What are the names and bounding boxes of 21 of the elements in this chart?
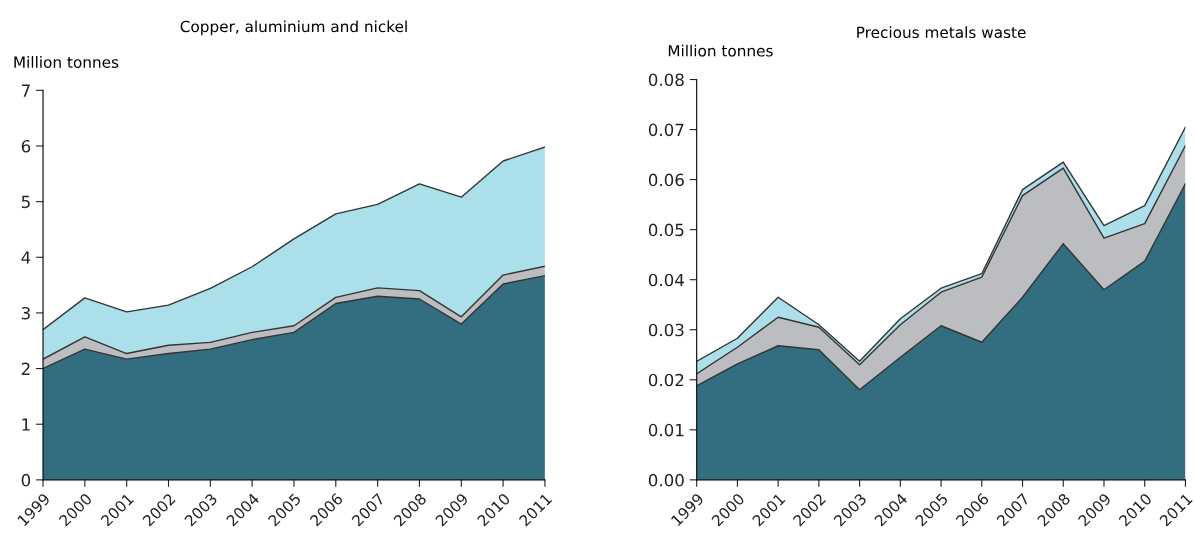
y-tick-label: 1 [22,418,30,431]
y-tick-label: 0.02 [648,373,684,387]
y-tick-label: 0.03 [648,323,684,337]
y-axis-title: Million tonnes [14,56,119,68]
y-tick-label: 3 [21,306,30,320]
y-tick-label: 0.01 [648,423,684,437]
chart-title: Precious metals waste [857,26,1026,39]
chart-title: Copper, aluminium and nickel [180,20,407,36]
y-tick-label: 5 [21,195,30,209]
y-tick-label: 0.07 [648,123,684,137]
y-tick-label: 4 [21,251,31,264]
y-tick-label: 0 [21,473,31,487]
y-tick-label: 0.00 [648,473,684,487]
y-axis-title: Million tonnes [668,44,773,57]
y-tick-label: 7 [21,84,30,97]
y-tick-label: 6 [21,139,31,153]
y-tick-label: 0.06 [648,173,684,187]
y-tick-label: 0.04 [648,273,684,287]
y-tick-label: 0.08 [648,73,684,87]
y-tick-label: 0.05 [648,223,684,237]
y-tick-label: 2 [21,362,30,375]
